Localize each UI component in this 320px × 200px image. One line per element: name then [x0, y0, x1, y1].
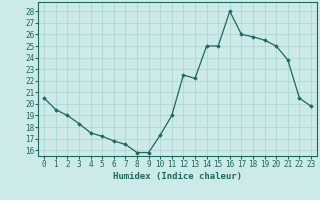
X-axis label: Humidex (Indice chaleur): Humidex (Indice chaleur) — [113, 172, 242, 181]
